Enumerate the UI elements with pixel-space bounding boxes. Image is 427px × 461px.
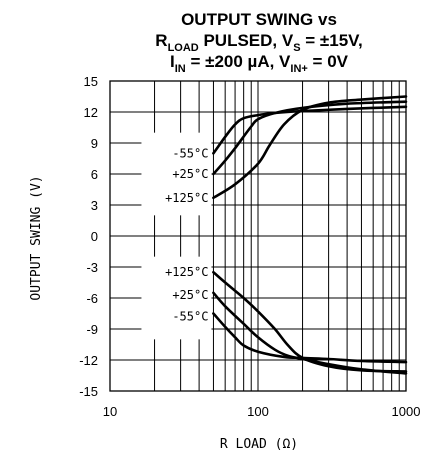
series-label: +25°C (172, 167, 208, 181)
series-line (212, 291, 408, 375)
chart-title-line2: RLOAD PULSED, VS = ±15V, (155, 31, 362, 54)
series-label: +125°C (165, 191, 208, 205)
y-tick-label: 15 (84, 74, 98, 89)
series-label: -55°C (172, 310, 208, 324)
chart-title-line1: OUTPUT SWING vs (181, 10, 337, 29)
y-tick-label: -3 (86, 260, 98, 275)
y-tick-label: -6 (86, 291, 98, 306)
y-tick-label: -15 (79, 384, 98, 399)
y-tick-label: 12 (84, 105, 98, 120)
series-label-box-positive (141, 132, 212, 216)
plot-frame (109, 80, 407, 392)
y-tick-label: 3 (91, 198, 98, 213)
series-curves (212, 95, 408, 375)
y-tick-label: -12 (79, 353, 98, 368)
x-tick-label: 1000 (392, 404, 421, 419)
x-tick-label: 100 (247, 404, 269, 419)
grid (109, 80, 406, 392)
x-axis-label: R LOAD (Ω) (220, 437, 298, 452)
series-label: +25°C (172, 288, 208, 302)
series-line (212, 100, 408, 176)
tick-labels: 15 12 9 6 3 0 -3 -6 -9 -12 -15 10 100 1000 (79, 74, 420, 419)
series-line (212, 312, 408, 364)
series-line (212, 270, 408, 373)
x-tick-label: 10 (103, 404, 117, 419)
series-line (212, 105, 408, 155)
y-tick-label: 9 (91, 136, 98, 151)
y-tick-label: 6 (91, 167, 98, 182)
series-labels: -55°C +25°C +125°C +125°C +25°C -55°C (165, 146, 208, 323)
chart-title-line3: IIN = ±200 µA, VIN+ = 0V (170, 52, 349, 75)
y-tick-label: -9 (86, 322, 98, 337)
series-label-box-negative (141, 256, 212, 340)
y-tick-label: 0 (91, 229, 98, 244)
series-line (212, 95, 408, 200)
series-label: +125°C (165, 265, 208, 279)
y-axis-label: OUTPUT SWING (V) (29, 175, 44, 300)
series-label: -55°C (172, 146, 208, 160)
